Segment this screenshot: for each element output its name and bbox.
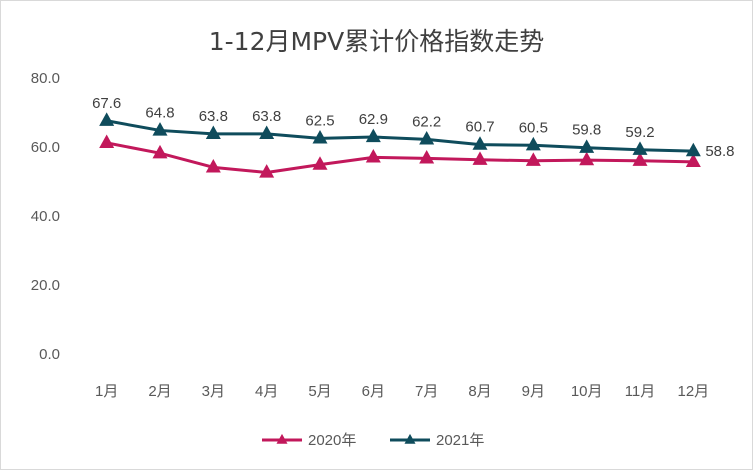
legend: 2020年 2021年 <box>262 432 484 449</box>
data-point-marker <box>472 136 488 150</box>
data-point-marker <box>685 142 701 157</box>
data-point-marker <box>205 125 221 140</box>
data-label: 67.6 <box>92 95 121 112</box>
legend-label: 2020年 <box>308 432 356 449</box>
series-line <box>106 141 694 175</box>
data-point-marker <box>525 152 541 166</box>
series-line <box>106 119 694 153</box>
data-point-marker <box>152 122 168 136</box>
y-axis: 0.0 20.0 40.0 60.0 80.0 <box>31 70 60 363</box>
x-tick-label: 1月 <box>95 383 118 400</box>
data-point-marker <box>579 151 595 166</box>
data-point-marker <box>685 153 701 167</box>
x-tick-label: 7月 <box>415 383 438 400</box>
x-tick-label: 10月 <box>571 383 603 400</box>
data-point-marker <box>99 134 115 148</box>
legend-label: 2021年 <box>436 432 484 449</box>
data-point-marker <box>152 144 168 159</box>
x-tick-label: 2月 <box>148 383 171 400</box>
data-label: 60.5 <box>519 119 548 136</box>
data-label: 64.8 <box>145 104 174 121</box>
data-label: 59.2 <box>625 124 654 141</box>
data-label: 62.2 <box>412 113 441 130</box>
data-point-marker <box>632 141 648 155</box>
legend-marker <box>404 433 416 444</box>
data-point-marker <box>472 151 488 165</box>
data-point-marker <box>205 158 221 173</box>
data-label: 62.9 <box>359 111 388 128</box>
x-tick-label: 9月 <box>522 383 545 400</box>
data-label: 63.8 <box>252 108 281 125</box>
data-label: 63.8 <box>199 108 228 125</box>
data-point-marker <box>365 128 381 143</box>
data-point-marker <box>579 139 595 153</box>
data-point-marker <box>312 156 328 170</box>
data-label: 58.8 <box>705 143 734 160</box>
data-label: 60.7 <box>465 119 494 136</box>
data-point-marker <box>419 150 435 164</box>
x-axis: 1月 2月 3月 4月 5月 6月 7月 8月 9月 10月 11月 12月 <box>95 383 709 400</box>
x-tick-label: 8月 <box>468 383 491 400</box>
data-point-marker <box>259 164 275 178</box>
series-group <box>99 112 701 178</box>
x-tick-label: 6月 <box>362 383 385 400</box>
data-label: 62.5 <box>305 112 334 129</box>
y-tick-label: 80.0 <box>31 70 60 87</box>
y-tick-label: 60.0 <box>31 139 60 156</box>
data-label: 59.8 <box>572 122 601 139</box>
data-point-marker <box>525 136 541 151</box>
y-tick-label: 40.0 <box>31 208 60 225</box>
data-point-marker <box>365 148 381 163</box>
x-tick-label: 11月 <box>625 383 656 400</box>
x-tick-label: 12月 <box>677 383 709 400</box>
data-point-marker <box>419 131 435 145</box>
data-point-marker <box>312 130 328 144</box>
y-tick-label: 0.0 <box>39 346 60 363</box>
data-point-marker <box>259 125 275 140</box>
x-tick-label: 3月 <box>202 383 225 400</box>
x-tick-label: 5月 <box>308 383 331 400</box>
legend-marker <box>276 433 288 444</box>
data-point-marker <box>99 112 115 126</box>
x-tick-label: 4月 <box>255 383 278 400</box>
y-tick-label: 20.0 <box>31 277 60 294</box>
data-point-marker <box>632 152 648 166</box>
chart-title: 1-12月MPV累计价格指数走势 <box>208 27 545 56</box>
data-labels: 67.6 64.8 63.8 63.8 62.5 62.9 62.2 60.7 60.5 59.8… <box>92 95 734 160</box>
